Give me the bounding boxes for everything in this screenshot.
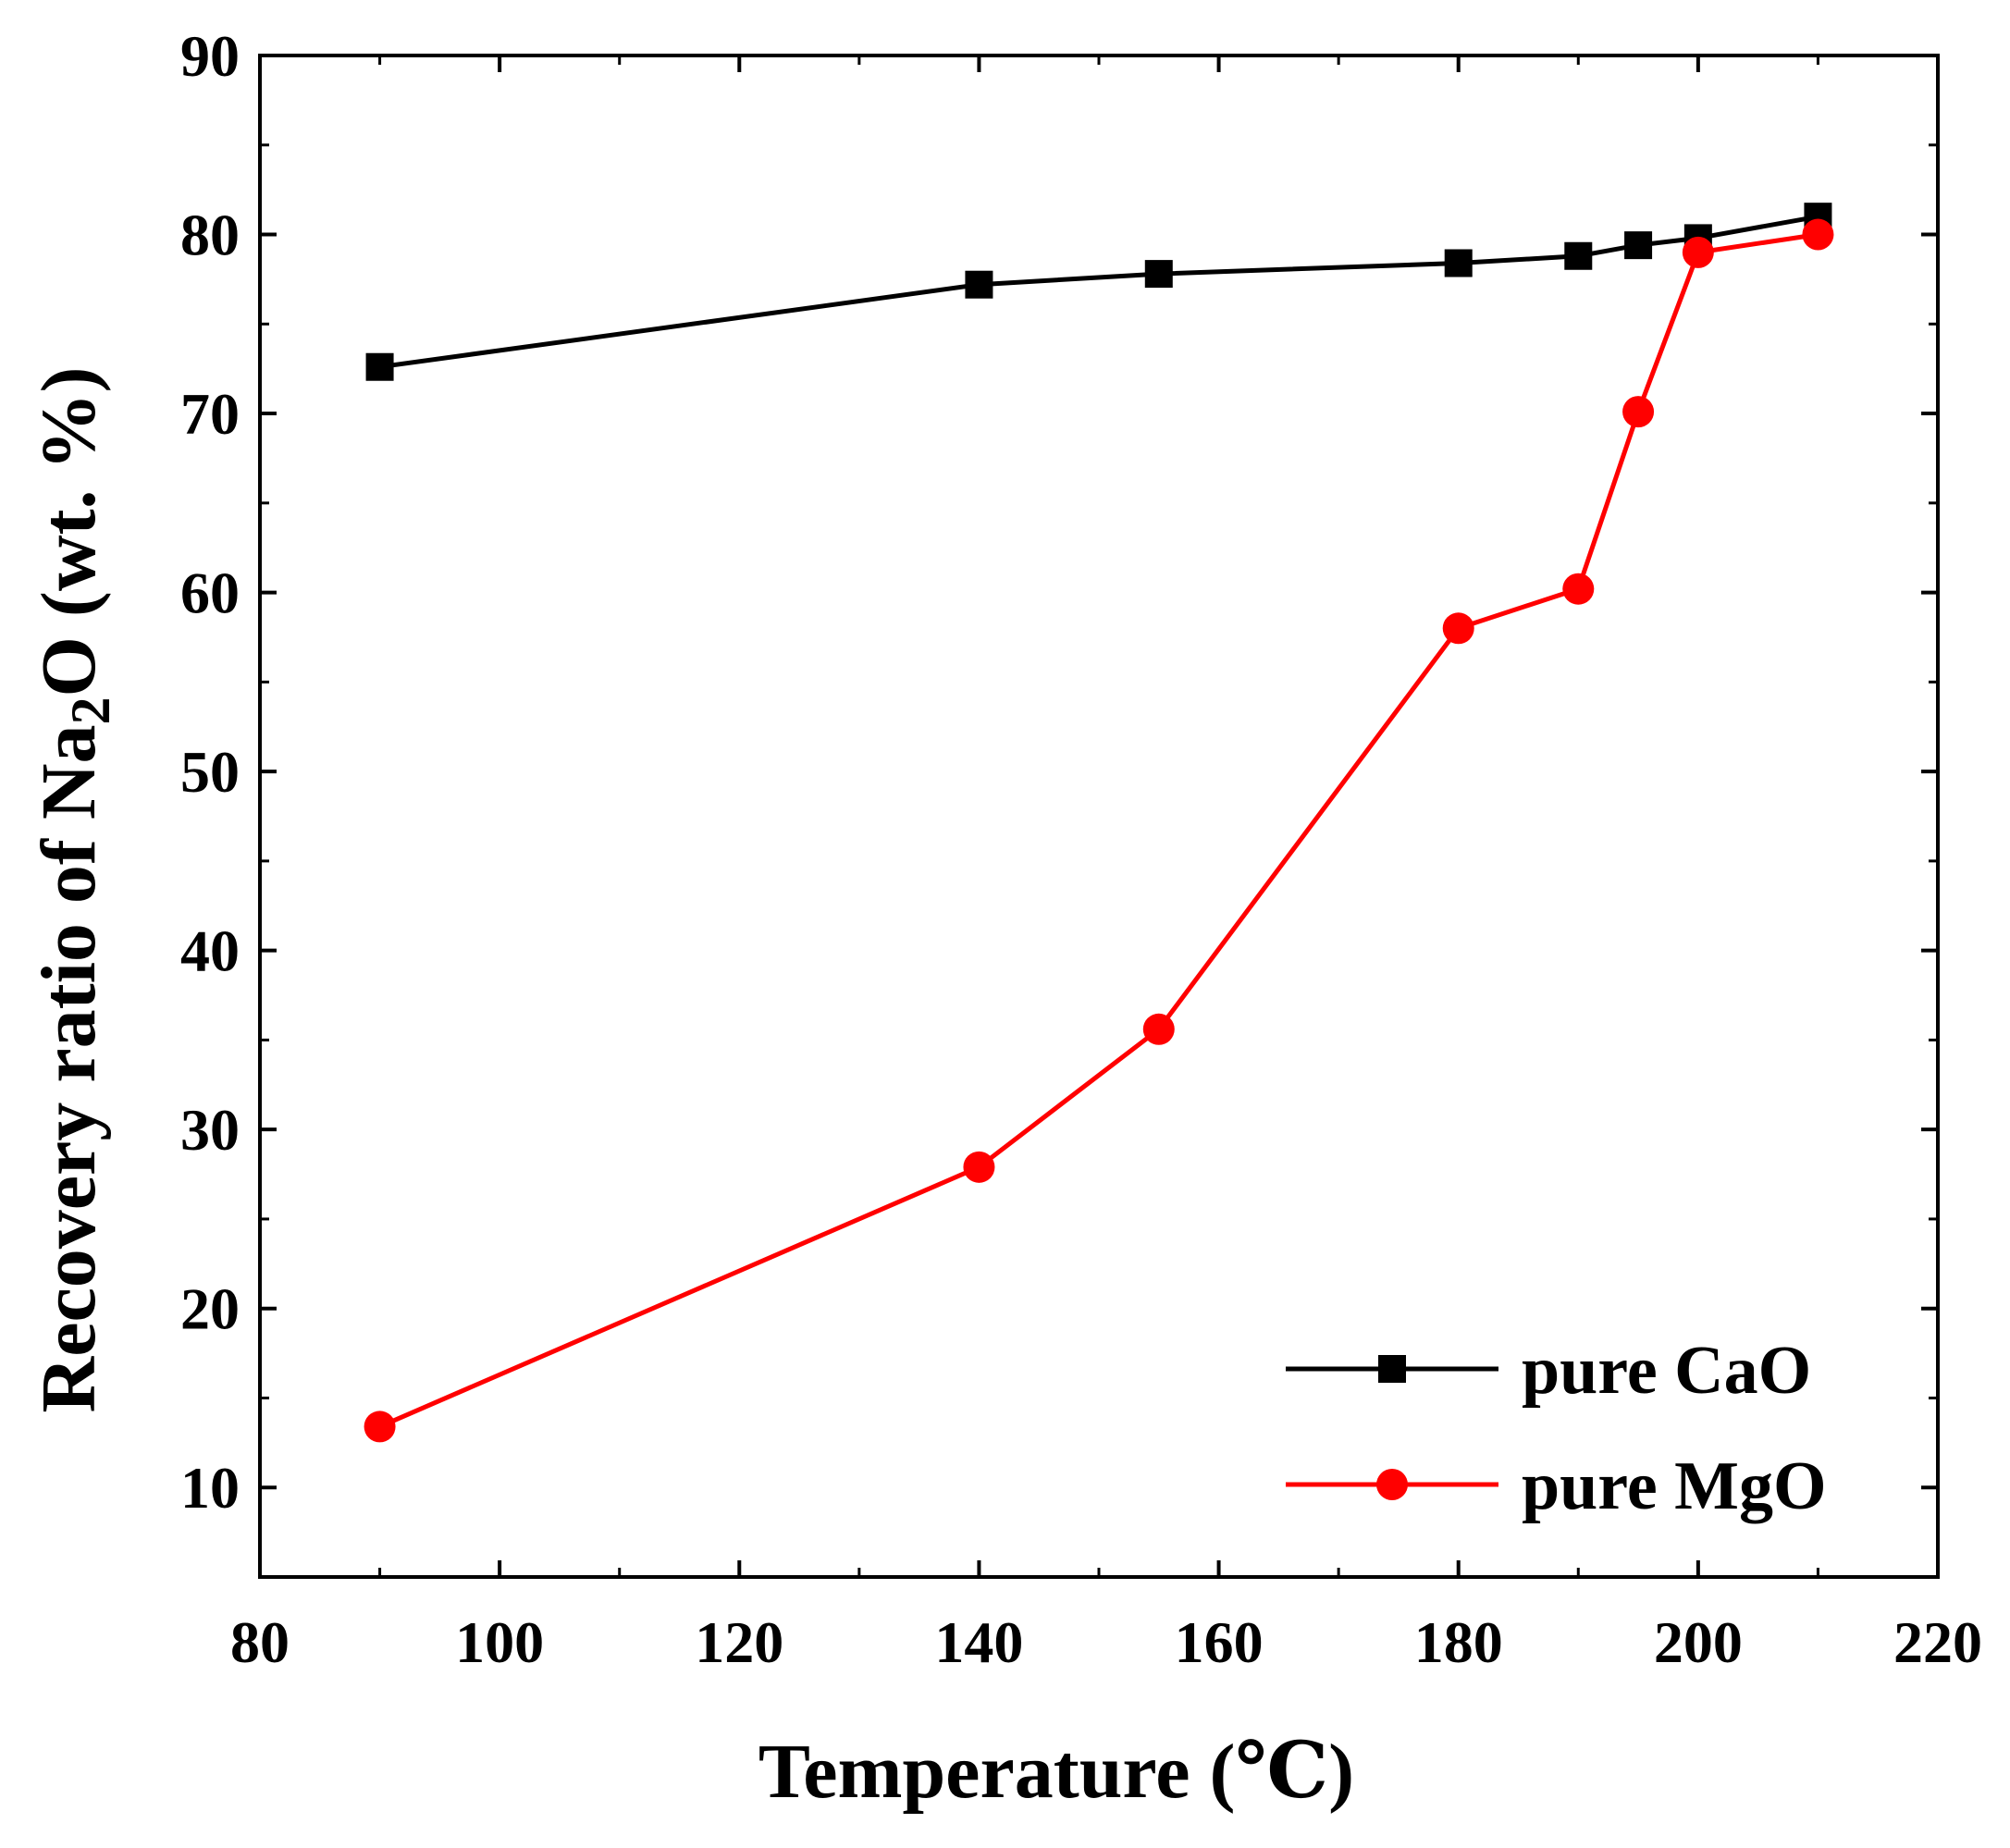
y-axis-title: Recovery ratio of Na2O (wt. %) <box>26 367 121 1413</box>
data-point-circle <box>1142 1013 1175 1045</box>
y-tick-label: 50 <box>180 739 240 805</box>
data-point-square <box>1444 249 1473 277</box>
data-point-circle <box>364 1411 396 1443</box>
y-tick-label: 90 <box>180 23 240 89</box>
legend: pure CaO pure MgO <box>1286 1333 1827 1524</box>
data-point-circle <box>1622 396 1655 428</box>
data-point-circle <box>1682 236 1714 268</box>
series-line-2 <box>378 232 1819 1429</box>
y-tick-label: 20 <box>180 1276 240 1342</box>
x-tick-label: 100 <box>455 1609 544 1675</box>
x-axis-title: Temperature (℃) <box>758 1729 1354 1815</box>
data-point-circle <box>1442 612 1474 645</box>
y-tick-label: 60 <box>180 561 240 626</box>
y-axis-title-prefix: Recovery ratio of Na <box>26 724 112 1412</box>
y-tick-label: 80 <box>180 203 240 268</box>
y-axis-title-subscript: 2 <box>60 696 121 724</box>
data-point-circle <box>1562 573 1595 605</box>
y-tick-label: 30 <box>180 1097 240 1163</box>
axis-layer: 80 100 120 140 160 180 200 220 10 20 30 40 50 60 70 80 9… <box>180 23 1982 1675</box>
data-point-square <box>965 270 993 299</box>
y-tick-label: 40 <box>180 918 240 984</box>
legend-label: pure MgO <box>1522 1448 1827 1524</box>
data-point-circle <box>1802 218 1834 251</box>
legend-label: pure CaO <box>1522 1333 1811 1409</box>
data-point-circle <box>963 1151 995 1183</box>
y-tick-label: 70 <box>180 381 240 447</box>
y-axis-title-suffix: O (wt. %) <box>26 367 112 697</box>
x-tick-label: 80 <box>230 1609 290 1675</box>
data-point-square <box>365 352 394 381</box>
x-tick-label: 220 <box>1893 1609 1982 1675</box>
x-tick-label: 160 <box>1175 1609 1264 1675</box>
x-tick-label: 180 <box>1414 1609 1503 1675</box>
series-layer <box>364 203 1834 1443</box>
y-tick-label: 10 <box>180 1455 240 1521</box>
legend-marker-circle <box>1376 1469 1408 1500</box>
data-point-square <box>1624 231 1653 260</box>
x-tick-label: 140 <box>934 1609 1023 1675</box>
series-line-1 <box>379 214 1819 370</box>
x-tick-label: 200 <box>1654 1609 1743 1675</box>
data-point-square <box>1144 260 1173 289</box>
legend-marker-square <box>1378 1355 1406 1383</box>
data-point-square <box>1564 241 1593 270</box>
x-tick-label: 120 <box>695 1609 783 1675</box>
